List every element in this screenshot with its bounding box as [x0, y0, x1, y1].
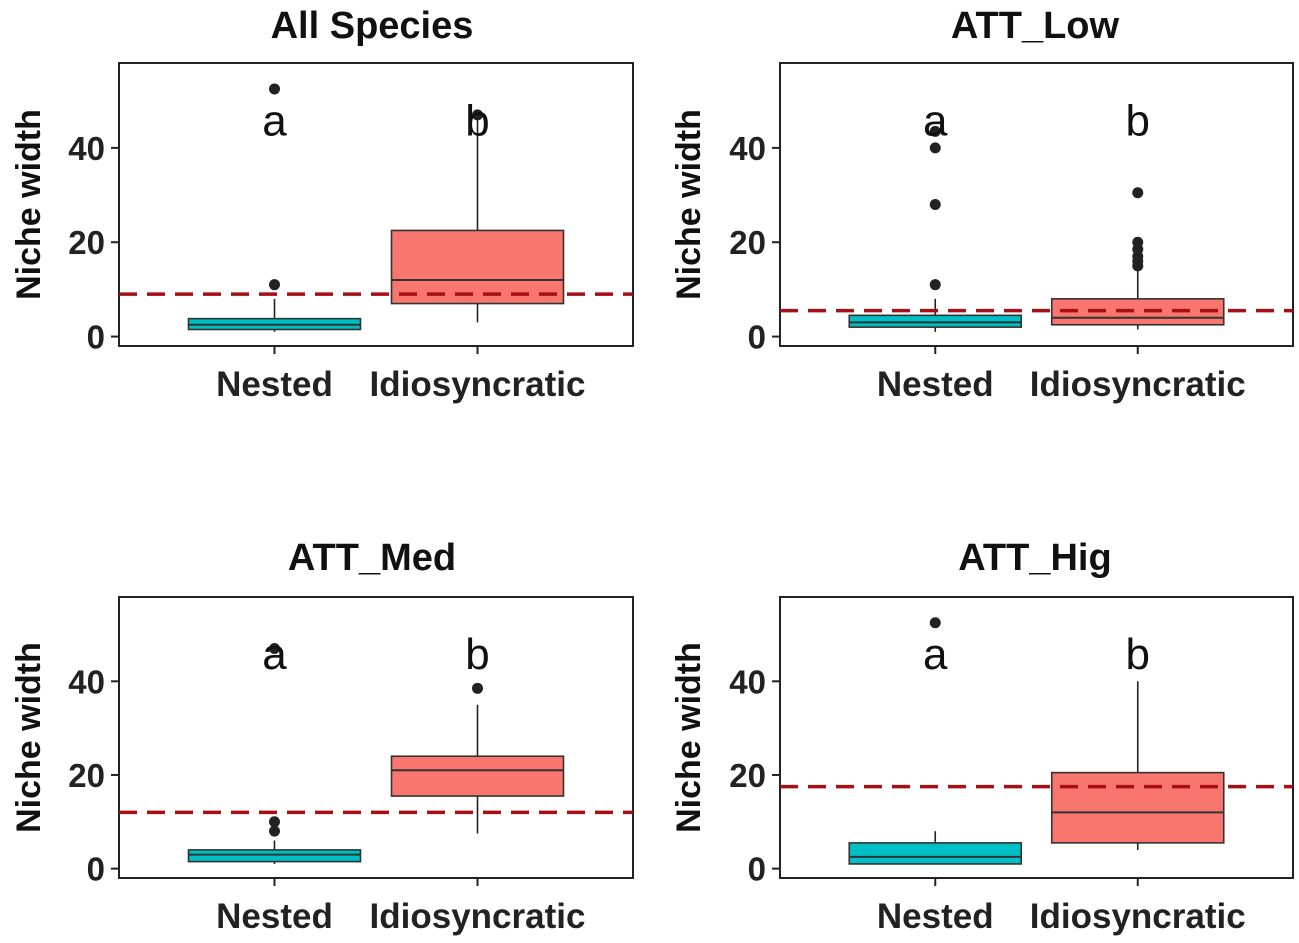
panel-2: ATT_Med Niche width 0 20 40 a Nested b Idiosyncr… [10, 537, 634, 936]
y-axis-label: Niche width [670, 109, 708, 300]
chart-title: All Species [271, 5, 474, 47]
significance-letter: a [923, 96, 948, 145]
iqr-box [390, 755, 565, 797]
y-tick-label: 20 [729, 224, 766, 261]
iqr-box [1050, 771, 1225, 844]
y-axis-label: Niche width [10, 109, 48, 300]
outlier-point [269, 279, 280, 291]
y-tick-label: 0 [87, 319, 105, 356]
x-tick-label: Idiosyncratic [1030, 365, 1246, 404]
x-tick-label: Idiosyncratic [370, 897, 586, 936]
outlier-point [472, 109, 483, 121]
box-idiosyncratic: b [390, 96, 565, 323]
outlier-point [269, 83, 280, 95]
outlier-point [929, 142, 941, 154]
box-nested: a [848, 96, 1023, 332]
significance-letter: a [923, 630, 948, 679]
box-nested: a [187, 630, 362, 864]
outlier-point [269, 643, 280, 655]
iqr-box [848, 314, 1023, 328]
outlier-point [929, 199, 941, 210]
box-nested: a [848, 617, 1023, 865]
x-tick-label: Idiosyncratic [1030, 897, 1246, 936]
box-idiosyncratic: b [390, 630, 565, 834]
y-tick-label: 40 [729, 130, 766, 167]
iqr-box [848, 842, 1023, 865]
y-tick-label: 0 [748, 319, 766, 356]
outlier-point [1132, 236, 1144, 248]
outlier-point [929, 617, 941, 629]
y-tick-label: 0 [748, 851, 766, 888]
x-tick-label: Idiosyncratic [370, 365, 586, 404]
y-tick-label: 40 [68, 130, 105, 167]
significance-letter: a [262, 96, 287, 145]
box-idiosyncratic: b [1050, 630, 1225, 850]
outlier-point [269, 825, 280, 837]
significance-letter: b [1126, 630, 1150, 679]
panel-0: All Species Niche width 0 20 40 a Nested b Idios… [10, 5, 634, 404]
y-tick-label: 0 [87, 851, 105, 888]
panel-3: ATT_Hig Niche width 0 20 40 a Nested b Idiosyncr… [670, 537, 1294, 936]
x-tick-label: Nested [877, 897, 994, 936]
outlier-point [1132, 187, 1144, 199]
x-tick-label: Nested [216, 897, 333, 936]
significance-letter: a [262, 630, 287, 679]
iqr-box [187, 849, 362, 863]
panel-1: ATT_Low Niche width 0 20 40 a Nested b Idiosyncr… [670, 5, 1294, 404]
y-tick-label: 20 [68, 757, 105, 794]
outlier-point [472, 682, 483, 694]
chart-title: ATT_Med [288, 537, 456, 579]
y-tick-label: 20 [729, 757, 766, 794]
x-tick-label: Nested [877, 365, 994, 404]
box-idiosyncratic: b [1050, 96, 1225, 330]
box-nested: a [187, 83, 362, 332]
chart-title: ATT_Hig [958, 537, 1111, 579]
y-axis-label: Niche width [10, 642, 48, 833]
iqr-box [390, 229, 565, 305]
significance-letter: b [465, 630, 489, 679]
y-tick-label: 40 [729, 663, 766, 700]
plot-area [118, 596, 634, 879]
chart-title: ATT_Low [951, 5, 1120, 47]
y-tick-label: 40 [68, 663, 105, 700]
outlier-point [269, 816, 280, 828]
y-axis-label: Niche width [670, 642, 708, 833]
x-tick-label: Nested [216, 365, 333, 404]
significance-letter: b [465, 96, 489, 145]
outlier-point [929, 125, 941, 137]
iqr-box [1050, 298, 1225, 326]
y-tick-label: 20 [68, 224, 105, 261]
significance-letter: b [1126, 96, 1150, 145]
outlier-point [929, 279, 941, 291]
